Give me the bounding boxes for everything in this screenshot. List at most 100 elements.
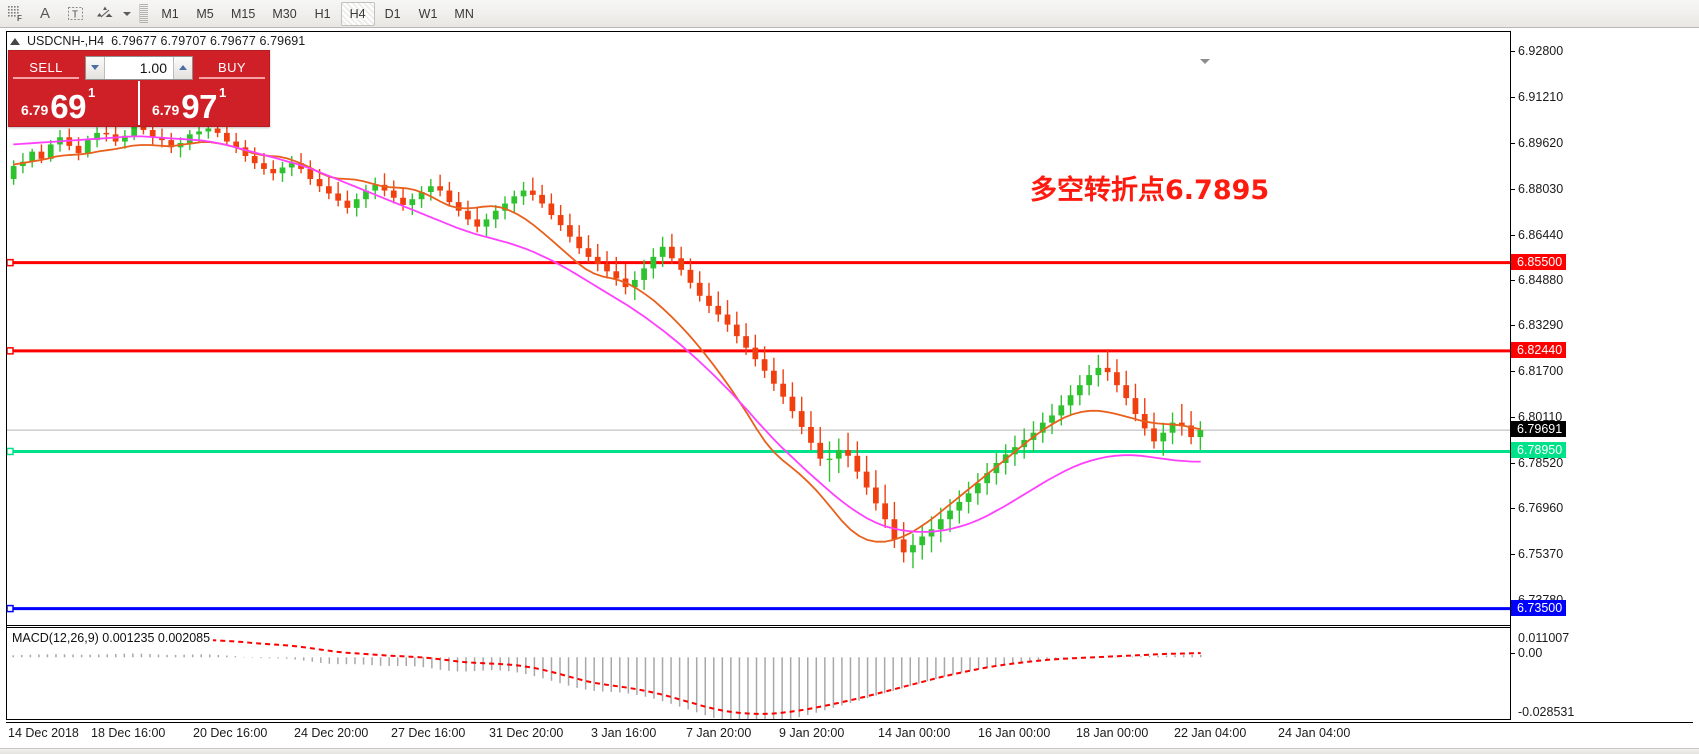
timeframe-h4[interactable]: H4 <box>340 1 375 26</box>
chart-area: MACD(12,26,9) 0.001235 0.002085 USDCNH-,… <box>0 28 1699 754</box>
timeframe-m15[interactable]: M15 <box>231 6 256 21</box>
bid-prefix: 6.79 <box>21 102 49 118</box>
octp-quote-row: 6.79 69 1 6.79 97 1 <box>9 81 269 125</box>
time-tick-label: 27 Dec 16:00 <box>391 726 466 740</box>
price-level-label-green[interactable]: 6.78950 <box>1511 442 1567 459</box>
price-tick: 6.78520 <box>1511 455 1564 470</box>
price-plot[interactable]: MACD(12,26,9) 0.001235 0.002085 <box>6 31 1511 720</box>
shapes-dropdown-caret-icon[interactable] <box>120 1 134 27</box>
macd-axis-tick: 0.00 <box>1511 647 1542 660</box>
volume-increase-icon[interactable] <box>173 56 192 79</box>
price-tick-label: 6.80110 <box>1518 410 1563 425</box>
price-tick-label: 6.83290 <box>1518 318 1564 333</box>
macd-axis-tick: 0.011007 <box>1511 632 1569 645</box>
price-tick: 6.83290 <box>1511 319 1563 332</box>
time-tick-label: 7 Jan 20:00 <box>686 726 752 740</box>
timeframe-m5[interactable]: M5 <box>196 6 214 21</box>
ask-price[interactable]: 6.79 97 1 <box>140 81 269 125</box>
time-tick-label: 9 Jan 20:00 <box>779 726 845 740</box>
ask-big: 97 <box>181 88 217 125</box>
bid-price[interactable]: 6.79 69 1 <box>9 81 140 125</box>
sell-button[interactable]: SELL <box>13 56 79 79</box>
macd-axis-label: -0.028531 <box>1518 705 1575 719</box>
timeframe-m1[interactable]: M1 <box>161 6 179 21</box>
time-tick-label: 16 Jan 00:00 <box>978 726 1051 740</box>
toolbar-separator <box>139 4 148 23</box>
timeframe-h1[interactable]: H1 <box>314 6 331 21</box>
one-click-trading-panel[interactable]: SELL 1.00 BUY 6.79 69 1 6.79 97 1 <box>8 50 270 127</box>
ask-prefix: 6.79 <box>152 102 180 118</box>
pane-divider <box>7 625 1510 628</box>
price-tick-label: 6.81700 <box>1518 364 1564 379</box>
macd-axis-label: 0.00 <box>1518 646 1543 660</box>
time-tick-label: 14 Dec 2018 <box>8 726 79 740</box>
timeframe-mn[interactable]: MN <box>454 6 474 21</box>
time-tick-label: 3 Jan 16:00 <box>591 726 657 740</box>
ask-fraction: 1 <box>218 85 227 100</box>
text-label-icon[interactable]: T <box>60 1 90 27</box>
collapse-triangle-icon[interactable] <box>10 37 20 45</box>
chart-annotation-text[interactable]: 多空转折点6.7895 <box>1030 175 1270 206</box>
macd-svg <box>12 634 1202 719</box>
candlestick-svg <box>7 115 1510 613</box>
price-tick-label: 6.84880 <box>1518 272 1564 287</box>
price-tick-label: 6.76960 <box>1518 500 1564 515</box>
price-tick-label: 6.91210 <box>1518 90 1564 105</box>
time-tick-label: 31 Dec 20:00 <box>489 726 564 740</box>
price-tick-label: 6.78520 <box>1518 455 1564 470</box>
price-tick: 6.84880 <box>1511 272 1564 287</box>
volume-stepper[interactable]: 1.00 <box>85 55 193 80</box>
symbol-header: USDCNH-,H4 6.79677 6.79707 6.79677 6.796… <box>10 34 305 48</box>
main-price-pane[interactable] <box>7 32 1510 625</box>
price-tick: 6.91210 <box>1511 91 1563 104</box>
svg-text:F: F <box>17 14 22 22</box>
time-tick-label: 22 Jan 04:00 <box>1174 726 1247 740</box>
price-tick: 6.81700 <box>1511 365 1563 378</box>
timeframe-group: M1 M5 M15 M30 H1 H4 D1 W1 MN <box>153 1 483 26</box>
price-tick: 6.89620 <box>1511 135 1564 150</box>
price-level-label-blue[interactable]: 6.73500 <box>1511 599 1567 616</box>
price-level-label-red[interactable]: 6.85500 <box>1511 253 1567 270</box>
volume-decrease-icon[interactable] <box>86 56 105 79</box>
bottom-scrollbar[interactable] <box>0 748 1699 754</box>
crosshair-f-icon[interactable]: F <box>0 1 30 27</box>
volume-value[interactable]: 1.00 <box>139 59 167 76</box>
chart-scroll-nub-icon[interactable] <box>1197 59 1213 65</box>
price-tick: 6.92800 <box>1511 45 1563 58</box>
timeframe-d1[interactable]: D1 <box>384 6 401 21</box>
price-axis[interactable]: 6.92800 6.91210 6.89620 6.88030 6.86440 6.848… <box>1511 31 1693 720</box>
symbol-name: USDCNH-,H4 <box>27 34 105 48</box>
symbol-ohlc: 6.79677 6.79707 6.79677 6.79691 <box>111 34 306 48</box>
shapes-icon[interactable] <box>90 1 120 27</box>
price-tick-label: 6.75370 <box>1518 546 1564 561</box>
time-tick-label: 20 Dec 16:00 <box>193 726 268 740</box>
macd-indicator-label: MACD(12,26,9) 0.001235 0.002085 <box>12 631 214 645</box>
price-tick-label: 6.92800 <box>1518 44 1564 59</box>
toolbar: F A T M1 M5 M15 M30 H1 H4 D1 W1 MN <box>0 0 1699 28</box>
time-tick-label: 14 Jan 00:00 <box>878 726 951 740</box>
timeframe-w1[interactable]: W1 <box>418 6 438 21</box>
price-tick: 6.88030 <box>1511 181 1564 196</box>
time-axis[interactable]: 14 Dec 2018 18 Dec 16:00 20 Dec 16:00 24 De… <box>6 722 1693 748</box>
macd-axis-tick: -0.028531 <box>1511 706 1574 719</box>
price-level-label-red[interactable]: 6.82440 <box>1511 341 1567 358</box>
bid-big: 69 <box>50 88 86 125</box>
price-tick: 6.86440 <box>1511 227 1564 242</box>
macd-pane[interactable]: MACD(12,26,9) 0.001235 0.002085 <box>7 629 1510 719</box>
time-tick-label: 24 Jan 04:00 <box>1278 726 1351 740</box>
price-tick: 6.80110 <box>1511 411 1562 424</box>
macd-axis-label: 0.011007 <box>1518 631 1570 645</box>
price-tick-label: 6.88030 <box>1518 181 1564 196</box>
price-tick: 6.75370 <box>1511 546 1564 561</box>
text-a-icon[interactable]: A <box>39 5 50 22</box>
price-tick-label: 6.86440 <box>1518 227 1564 242</box>
buy-button[interactable]: BUY <box>199 56 265 79</box>
time-tick-label: 18 Dec 16:00 <box>91 726 166 740</box>
time-tick-label: 18 Jan 00:00 <box>1076 726 1149 740</box>
octp-top-row: SELL 1.00 BUY <box>9 51 269 81</box>
price-level-label-black[interactable]: 6.79691 <box>1511 421 1567 438</box>
time-tick-label: 24 Dec 20:00 <box>294 726 369 740</box>
price-tick-label: 6.89620 <box>1518 135 1564 150</box>
timeframe-m30[interactable]: M30 <box>272 6 297 21</box>
